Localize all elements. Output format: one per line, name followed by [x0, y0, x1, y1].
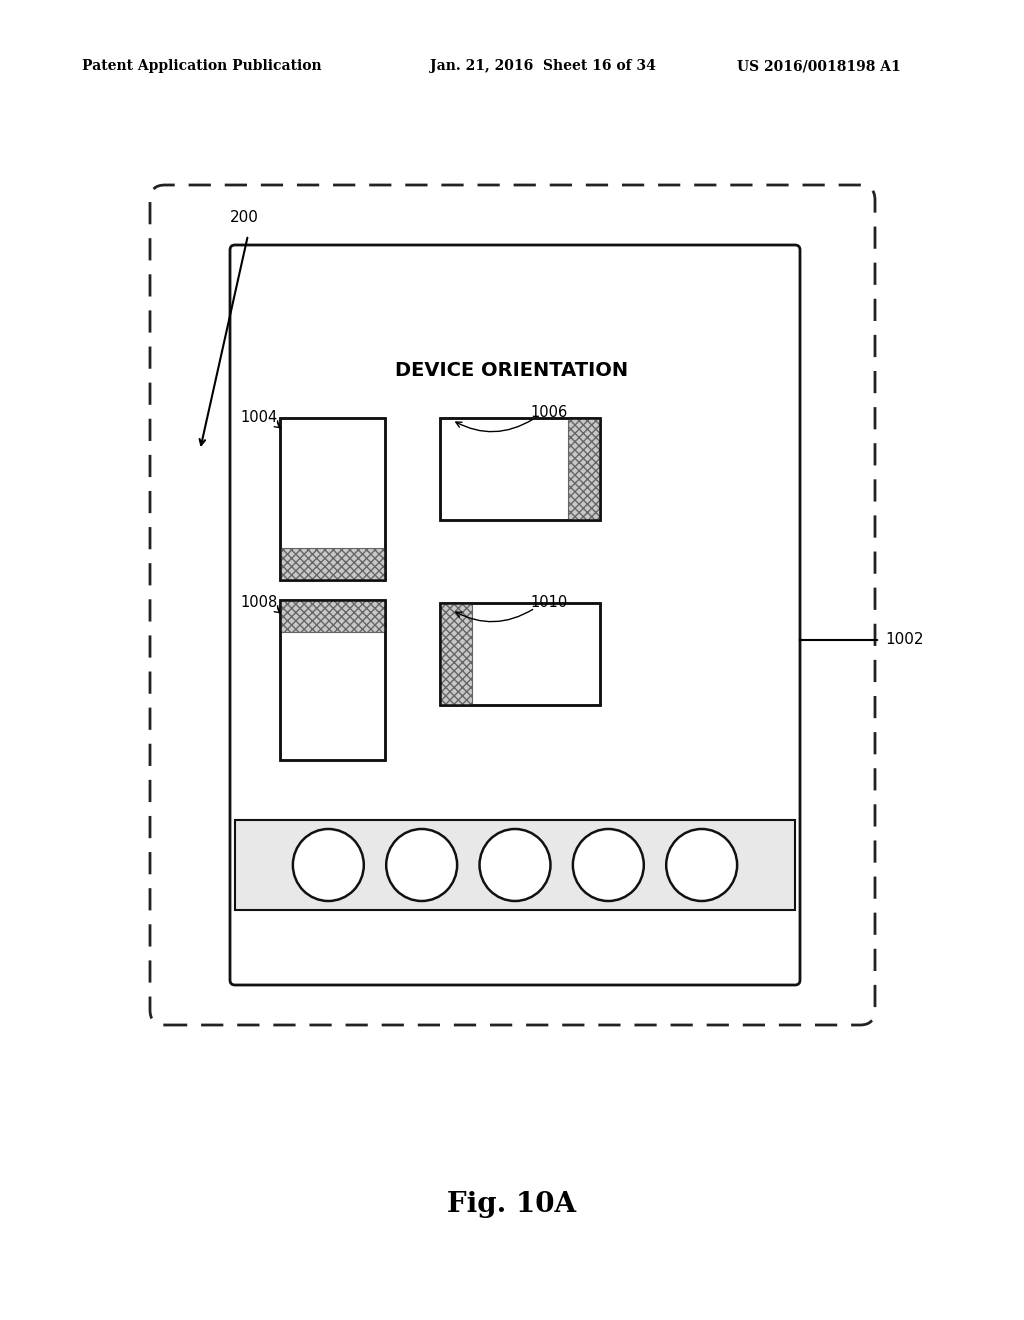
- Bar: [568, 418, 600, 520]
- Text: Fig. 10A: Fig. 10A: [447, 1192, 577, 1218]
- Bar: [440, 603, 472, 705]
- Bar: [440, 603, 600, 705]
- FancyBboxPatch shape: [230, 246, 800, 985]
- Text: 1010: 1010: [530, 595, 567, 610]
- Text: 1008: 1008: [241, 595, 278, 610]
- Bar: [440, 603, 472, 705]
- Text: Patent Application Publication: Patent Application Publication: [82, 59, 322, 74]
- Bar: [280, 418, 385, 579]
- Bar: [280, 548, 385, 579]
- Bar: [440, 418, 600, 520]
- Bar: [234, 820, 795, 909]
- Text: 200: 200: [230, 210, 259, 224]
- Text: DEVICE ORIENTATION: DEVICE ORIENTATION: [395, 360, 629, 380]
- Bar: [280, 601, 385, 632]
- Ellipse shape: [293, 829, 364, 902]
- Ellipse shape: [667, 829, 737, 902]
- Text: 1004: 1004: [241, 411, 278, 425]
- Bar: [440, 603, 600, 705]
- Text: US 2016/0018198 A1: US 2016/0018198 A1: [737, 59, 901, 74]
- Text: 1002: 1002: [885, 632, 924, 648]
- Bar: [280, 601, 385, 760]
- Text: 1006: 1006: [530, 405, 567, 420]
- Ellipse shape: [572, 829, 644, 902]
- Bar: [280, 601, 385, 632]
- Text: Jan. 21, 2016  Sheet 16 of 34: Jan. 21, 2016 Sheet 16 of 34: [430, 59, 656, 74]
- Ellipse shape: [386, 829, 457, 902]
- Bar: [440, 418, 600, 520]
- Bar: [280, 418, 385, 579]
- Bar: [280, 548, 385, 579]
- Bar: [280, 601, 385, 760]
- Bar: [568, 418, 600, 520]
- Ellipse shape: [479, 829, 551, 902]
